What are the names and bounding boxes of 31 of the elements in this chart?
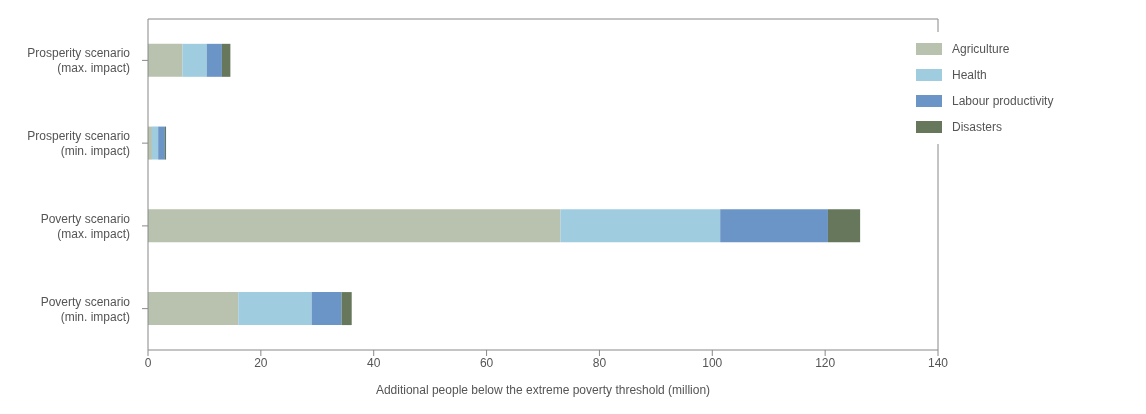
bar — [221, 43, 231, 77]
bar — [148, 43, 183, 77]
x-tick-label: 100 — [702, 355, 723, 370]
x-tick-label: 120 — [815, 355, 836, 370]
x-tick-label: 0 — [144, 355, 152, 370]
bar — [560, 209, 721, 243]
bar — [311, 292, 342, 326]
legend-label: Labour productivity — [952, 94, 1054, 108]
y-tick-label: Poverty scenario (max. impact) — [40, 211, 131, 241]
x-tick-label: 60 — [479, 355, 494, 370]
x-axis-title: Additional people below the extreme poverty threshold (million) — [375, 383, 711, 397]
y-tick-label: Poverty scenario (min. impact) — [40, 294, 131, 324]
bar — [148, 209, 561, 243]
x-tick-label: 140 — [927, 355, 949, 370]
x-tick-label: 20 — [254, 355, 268, 370]
y-tick-label: Prosperity scenario (max. impact) — [27, 46, 131, 76]
y-tick-label: Prosperity scenario (min. impact) — [27, 129, 131, 159]
x-tick-label: 80 — [592, 355, 607, 370]
bar — [158, 126, 165, 160]
bar — [151, 126, 159, 160]
bar — [341, 292, 352, 326]
legend-label: Agriculture — [952, 42, 1010, 56]
bar — [827, 209, 861, 243]
bar — [206, 43, 222, 77]
x-tick-label: 40 — [367, 355, 381, 370]
bar — [148, 292, 239, 326]
bar — [182, 43, 207, 77]
bar — [720, 209, 828, 243]
legend-label: Health — [952, 68, 987, 82]
bar — [238, 292, 312, 326]
legend-label: Disasters — [952, 120, 1003, 134]
